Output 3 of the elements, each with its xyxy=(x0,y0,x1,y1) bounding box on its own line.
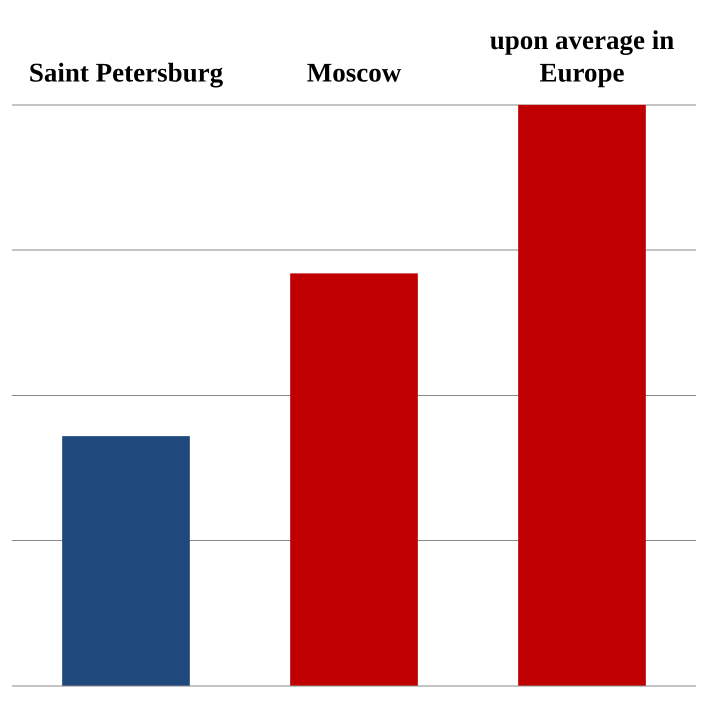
x-tick-label: Moscow xyxy=(306,58,402,88)
x-tick-label: Saint Petersburg xyxy=(28,58,224,88)
x-tick-label: upon average in Europe xyxy=(490,25,674,88)
